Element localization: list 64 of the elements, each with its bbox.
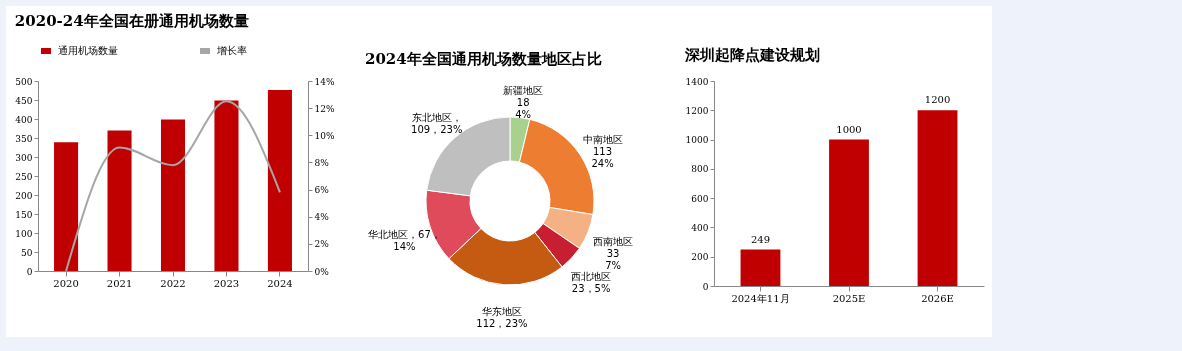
bar — [829, 139, 869, 286]
x-tick-label: 2021 — [106, 277, 133, 289]
bar — [107, 130, 132, 271]
y-tick-label: 800 — [691, 164, 709, 175]
y2-tick-label: 4% — [314, 212, 330, 223]
y-tick-label: 300 — [15, 152, 33, 163]
data-label: 1200 — [924, 94, 951, 106]
slice-label: 新疆地区 — [503, 84, 544, 96]
y2-tick-label: 8% — [314, 157, 330, 168]
data-label: 112，23% — [476, 317, 528, 329]
y-tick-label: 450 — [15, 95, 33, 106]
y-tick-label: 400 — [691, 222, 709, 233]
chart-title: 2024年全国通用机场数量地区占比 — [365, 50, 602, 68]
chart-title: 2020-24年全国在册通用机场数量 — [14, 12, 249, 30]
y-tick-label: 600 — [691, 193, 709, 204]
y-tick-label: 400 — [15, 114, 33, 125]
y2-tick-label: 10% — [314, 130, 335, 141]
slice-label: 西南地区 — [593, 236, 634, 248]
y-tick-label: 1000 — [685, 135, 709, 146]
slice-label: 华东地区 — [481, 305, 522, 317]
bar — [160, 119, 186, 271]
bar — [917, 110, 958, 286]
y-tick-label: 250 — [15, 171, 33, 182]
y-tick-label: 200 — [691, 252, 709, 263]
y-tick-label: 0 — [702, 281, 709, 292]
y-tick-label: 1200 — [685, 105, 709, 116]
x-tick-label: 2020 — [53, 277, 79, 289]
y-tick-label: 500 — [15, 76, 33, 87]
x-tick-label: 2024 — [267, 277, 293, 289]
slice-label: 西北地区 — [571, 270, 612, 282]
bar — [740, 249, 781, 286]
y2-tick-label: 14% — [314, 76, 335, 87]
line-series — [65, 100, 281, 272]
x-tick-label: 2024年11月 — [731, 292, 790, 304]
data-label: 33 7% — [605, 248, 622, 272]
bar — [54, 142, 79, 271]
y-tick-label: 0 — [26, 266, 33, 277]
y-tick-label: 350 — [15, 133, 33, 144]
y-tick-label: 150 — [15, 209, 33, 220]
y2-tick-label: 2% — [314, 239, 330, 250]
slice-label: 中南地区 — [582, 133, 623, 145]
data-label: 1000 — [836, 123, 862, 135]
x-tick-label: 2025E — [832, 292, 866, 304]
data-label: 249 — [750, 233, 771, 245]
data-label: 113 24% — [591, 145, 614, 169]
bar — [267, 90, 292, 271]
y-tick-label: 200 — [15, 190, 33, 201]
legend-label: 增长率 — [216, 45, 247, 56]
x-tick-label: 2026E — [921, 292, 954, 304]
legend-label: 通用机场数量 — [58, 45, 118, 56]
y2-tick-label: 6% — [314, 185, 330, 196]
chart-title: 深圳起降点建设规划 — [684, 46, 821, 64]
y2-tick-label: 0% — [314, 266, 330, 277]
y2-tick-label: 12% — [314, 103, 335, 114]
slice-label: 华北地区，67， 14% — [368, 229, 441, 253]
data-label: 23，5% — [571, 282, 611, 294]
bar — [214, 100, 239, 271]
slice-label: 东北地区， 109，23% — [411, 111, 463, 135]
x-tick-label: 2022 — [160, 277, 186, 289]
data-label: 18 4% — [515, 96, 532, 120]
y-tick-label: 100 — [15, 228, 33, 239]
x-tick-label: 2023 — [213, 277, 240, 289]
y-tick-label: 1400 — [685, 76, 709, 87]
y-tick-label: 50 — [21, 247, 33, 258]
